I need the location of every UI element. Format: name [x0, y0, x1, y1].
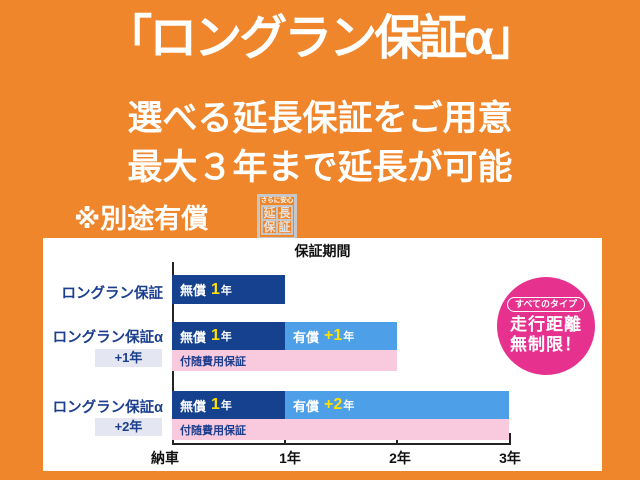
row3-paid-bar: 有償 +2 年 [285, 391, 509, 419]
row3-free-unit: 年 [220, 400, 232, 412]
x-label-3year: 3年 [499, 450, 521, 466]
badge-pill-text: すべてのタイプ [506, 296, 585, 312]
row2-free-number: 1 [211, 327, 220, 344]
row2-paid-number: +1 [324, 327, 343, 344]
row2-sublabel: +1年 [95, 349, 162, 367]
chart-title: 保証期間 [294, 243, 351, 259]
row3-free-bar: 無償 1 年 [172, 391, 285, 419]
row2-paid-bar: 有償 +1 年 [285, 322, 397, 350]
row2-paid-label: 有償 [293, 329, 320, 345]
stamp-top-text: さらに安心 [260, 197, 294, 204]
row3-incidental-label: 付随費用保証 [180, 424, 246, 437]
row3-free-label: 無償 [180, 398, 207, 414]
x-label-2year: 2年 [389, 450, 411, 466]
x-axis-line [172, 443, 511, 445]
stamp-char: 延 [262, 206, 277, 220]
row1-free-number: 1 [211, 280, 220, 298]
row1-free-unit: 年 [220, 284, 232, 297]
warranty-chart-panel: 保証期間 納車 1年 2年 3年 ロングラン保証 無償 1 年 ロングラン保証α… [43, 238, 602, 471]
x-tick-3year [509, 433, 511, 443]
x-label-origin: 納車 [151, 450, 179, 466]
row2-incidental-bar: 付随費用保証 [172, 350, 397, 371]
row3-label: ロングラン保証α [52, 400, 163, 416]
row2-free-label: 無償 [180, 329, 207, 345]
stamp-char: 保 [262, 220, 277, 234]
badge-line1: 走行距離 [510, 314, 582, 334]
x-label-1year: 1年 [279, 450, 301, 466]
page-title: 「ロングラン保証α」 [104, 12, 539, 65]
row2-free-bar: 無償 1 年 [172, 322, 285, 350]
row3-free-number: 1 [211, 396, 220, 413]
stamp-grid: 延 長 保 証 [261, 205, 293, 235]
row3-incidental-bar: 付随費用保証 [172, 419, 509, 440]
row2-label: ロングラン保証α [52, 330, 163, 346]
stamp-char: 証 [277, 220, 292, 234]
row3-paid-label: 有償 [293, 398, 320, 414]
subtitle-line1: 選べる延長保証をご用意 [127, 99, 513, 138]
stamp-char: 長 [277, 206, 292, 220]
row1-free-bar: 無償 1 年 [172, 275, 285, 304]
row1-free-label: 無償 [180, 283, 207, 298]
row3-paid-unit: 年 [343, 400, 355, 412]
extended-warranty-stamp-icon: さらに安心 延 長 保 証 [257, 194, 297, 240]
row2-free-unit: 年 [220, 331, 232, 343]
paid-note: ※別途有償 [74, 204, 209, 234]
row1-label: ロングラン保証 [61, 286, 164, 302]
badge-line2: 無制限！ [510, 335, 582, 354]
row2-paid-unit: 年 [343, 331, 355, 343]
row2-incidental-label: 付随費用保証 [180, 355, 246, 368]
row3-paid-number: +2 [324, 396, 343, 413]
row3-sublabel: +2年 [95, 418, 162, 436]
subtitle-line2: 最大３年まで延長が可能 [127, 148, 513, 187]
unlimited-mileage-badge: すべてのタイプ 走行距離 無制限！ [497, 277, 595, 375]
